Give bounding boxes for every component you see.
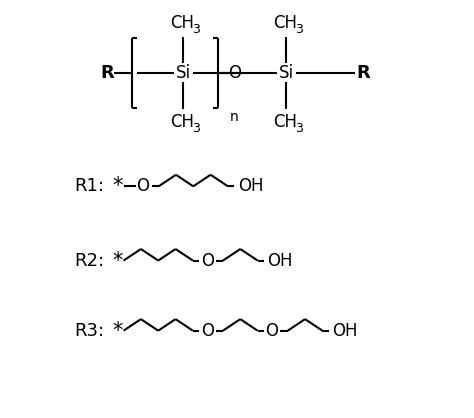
Text: *: * xyxy=(112,321,123,341)
Text: Si: Si xyxy=(176,64,191,82)
Text: CH: CH xyxy=(273,14,297,33)
Text: OH: OH xyxy=(238,177,264,195)
Text: 3: 3 xyxy=(295,122,303,135)
Text: R: R xyxy=(100,64,114,82)
Text: O: O xyxy=(228,64,241,82)
Text: CH: CH xyxy=(170,14,194,33)
Text: 3: 3 xyxy=(192,23,200,36)
Text: *: * xyxy=(112,176,123,196)
Text: R: R xyxy=(356,64,370,82)
Text: O: O xyxy=(137,177,149,195)
Text: Si: Si xyxy=(279,64,294,82)
Text: O: O xyxy=(201,252,214,270)
Text: CH: CH xyxy=(170,113,194,131)
Text: CH: CH xyxy=(273,113,297,131)
Text: *: * xyxy=(112,250,123,270)
Text: R2:: R2: xyxy=(74,252,104,270)
Text: O: O xyxy=(201,322,214,340)
Text: 3: 3 xyxy=(295,23,303,36)
Text: R3:: R3: xyxy=(74,322,104,340)
Text: OH: OH xyxy=(267,252,293,270)
Text: 3: 3 xyxy=(192,122,200,135)
Text: R1:: R1: xyxy=(74,177,104,195)
Text: OH: OH xyxy=(332,322,358,340)
Text: n: n xyxy=(230,110,239,124)
Text: O: O xyxy=(265,322,279,340)
